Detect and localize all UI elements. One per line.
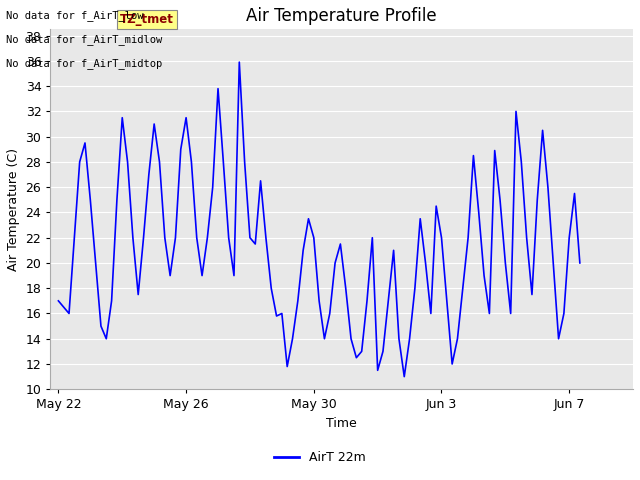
Text: No data for f_AirT_midtop: No data for f_AirT_midtop [6, 58, 163, 69]
Text: TZ_tmet: TZ_tmet [120, 12, 174, 25]
Y-axis label: Air Temperature (C): Air Temperature (C) [7, 148, 20, 271]
Title: Air Temperature Profile: Air Temperature Profile [246, 7, 437, 25]
Text: No data for f_AirT_midlow: No data for f_AirT_midlow [6, 34, 163, 45]
Legend: AirT 22m: AirT 22m [269, 446, 371, 469]
X-axis label: Time: Time [326, 417, 357, 430]
Text: No data for f_AirT_low: No data for f_AirT_low [6, 10, 144, 21]
